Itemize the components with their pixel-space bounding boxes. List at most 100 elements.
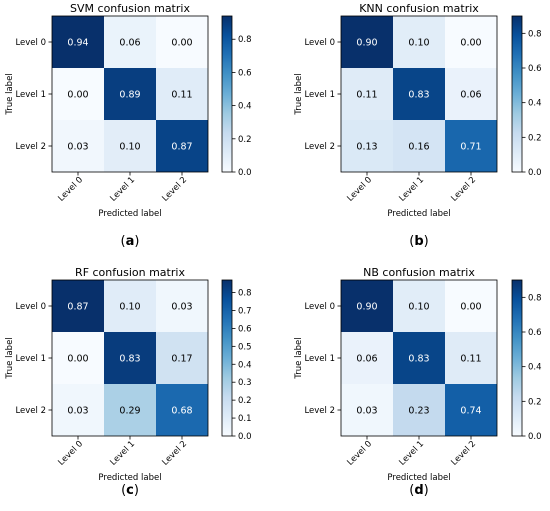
y-tick-label: Level 2	[304, 142, 335, 152]
caption-letter: b	[414, 234, 423, 249]
y-axis-label: True label	[294, 337, 304, 379]
caption-open: (	[121, 483, 126, 498]
colorbar-tick-label: 0.6	[528, 64, 542, 74]
cell-value-label: 0.89	[119, 90, 140, 101]
cell-value-label: 0.68	[171, 406, 192, 417]
heatmap-cell	[341, 332, 393, 384]
y-axis-label: True label	[5, 73, 15, 115]
cell-value-label: 0.03	[67, 406, 88, 417]
colorbar-tick-label: 0.6	[528, 328, 542, 338]
cell-value-label: 0.74	[460, 406, 481, 417]
y-tick-label: Level 0	[15, 38, 46, 48]
x-tick-label: Level 0	[345, 439, 374, 468]
x-tick-label: Level 1	[108, 175, 137, 204]
x-axis-label: Predicted label	[98, 473, 161, 483]
chart-title: RF confusion matrix	[75, 266, 185, 279]
colorbar	[511, 279, 523, 437]
caption-close: )	[134, 234, 139, 249]
cell-value-label: 0.83	[408, 90, 429, 101]
x-axis-label: Predicted label	[98, 209, 161, 219]
confusion-matrix-panel: SVM confusion matrix 0.94 0.06 0.00 0.00 0.89…	[5, 2, 252, 249]
chart-title: KNN confusion matrix	[359, 2, 479, 15]
heatmap-cell	[445, 332, 497, 384]
x-tick-label: Level 1	[397, 439, 426, 468]
confusion-matrix-panel: NB confusion matrix 0.90 0.10 0.00 0.06 0.83 0…	[294, 266, 542, 498]
heatmap-cell	[341, 68, 393, 120]
x-axis-label: Predicted label	[387, 473, 450, 483]
heatmap-cell	[52, 68, 104, 120]
caption-close: )	[134, 483, 139, 498]
y-tick-label: Level 0	[304, 302, 335, 312]
cell-value-label: 0.90	[356, 38, 377, 49]
cell-value-label: 0.11	[460, 354, 481, 365]
cell-value-label: 0.10	[408, 302, 429, 313]
y-tick-label: Level 1	[304, 90, 335, 100]
cell-value-label: 0.03	[171, 302, 192, 313]
colorbar-tick-label: 0.0	[238, 432, 252, 442]
cell-value-label: 0.10	[119, 142, 140, 153]
cell-value-label: 0.71	[460, 142, 481, 153]
caption-open: (	[409, 483, 414, 498]
confusion-matrix-panel: RF confusion matrix 0.87 0.10 0.03 0.00 0.83 0…	[5, 266, 252, 498]
cell-value-label: 0.06	[119, 38, 140, 49]
cell-value-label: 0.29	[119, 406, 140, 417]
colorbar-tick-label: 0.4	[528, 99, 542, 109]
heatmap-cell	[341, 280, 393, 332]
colorbar-tick-label: 0.4	[528, 363, 542, 373]
cell-value-label: 0.00	[67, 354, 88, 365]
x-tick-label: Level 0	[56, 439, 85, 468]
colorbar-tick-label: 0.0	[528, 168, 542, 178]
x-tick-label: Level 2	[160, 439, 189, 468]
heatmap-cell	[156, 16, 208, 68]
heatmap-cell	[341, 120, 393, 172]
x-tick-label: Level 0	[56, 175, 85, 204]
cell-value-label: 0.00	[67, 90, 88, 101]
cell-value-label: 0.83	[408, 354, 429, 365]
colorbar-tick-label: 0.0	[238, 168, 252, 178]
subfigure-caption: (a)	[121, 234, 140, 249]
caption-close: )	[424, 483, 429, 498]
colorbar-tick-label: 0.8	[528, 293, 542, 303]
heatmap-cell	[52, 332, 104, 384]
colorbar-tick-label: 0.2	[528, 397, 542, 407]
heatmap-cell	[445, 120, 497, 172]
heatmap-cell	[341, 16, 393, 68]
y-tick-label: Level 2	[15, 406, 46, 416]
y-axis-label: True label	[5, 337, 15, 379]
cell-value-label: 0.83	[119, 354, 140, 365]
y-tick-label: Level 1	[304, 354, 335, 364]
heatmap-cell	[104, 16, 156, 68]
cell-value-label: 0.17	[171, 354, 192, 365]
colorbar-tick-label: 0.2	[238, 396, 252, 406]
heatmap-cell	[156, 68, 208, 120]
heatmap-cell	[393, 68, 445, 120]
heatmap-cell	[393, 332, 445, 384]
caption-open: (	[409, 234, 414, 249]
colorbar-tick-label: 0.5	[238, 342, 252, 352]
caption-letter: d	[414, 483, 423, 498]
heatmap-cell	[104, 384, 156, 436]
caption-letter: a	[126, 234, 135, 249]
cell-value-label: 0.11	[356, 90, 377, 101]
heatmap-cell	[156, 280, 208, 332]
colorbar-tick-label: 0.4	[238, 102, 252, 112]
colorbar-tick-label: 0.8	[238, 35, 252, 45]
heatmap-cell	[52, 384, 104, 436]
x-tick-label: Level 2	[160, 175, 189, 204]
cell-value-label: 0.00	[460, 302, 481, 313]
colorbar	[511, 15, 523, 173]
colorbar-tick-label: 0.8	[238, 289, 252, 299]
colorbar-tick-label: 0.7	[238, 306, 252, 316]
x-tick-label: Level 0	[345, 175, 374, 204]
subfigure-caption: (d)	[409, 483, 428, 498]
heatmap-cell	[393, 384, 445, 436]
heatmap-cell	[156, 332, 208, 384]
cell-value-label: 0.00	[460, 38, 481, 49]
colorbar-tick-label: 0.4	[238, 360, 252, 370]
cell-value-label: 0.06	[460, 90, 481, 101]
heatmap-cell	[445, 280, 497, 332]
x-tick-label: Level 2	[449, 175, 478, 204]
cell-value-label: 0.87	[67, 302, 88, 313]
y-tick-label: Level 0	[304, 38, 335, 48]
caption-open: (	[121, 234, 126, 249]
